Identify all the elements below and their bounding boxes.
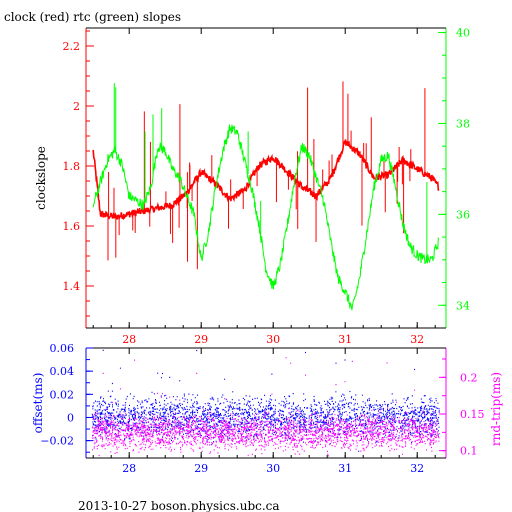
scatter-points: [91, 349, 440, 457]
bottom-x-tick-label: 29: [194, 462, 208, 475]
top-y-tick-label: 2: [73, 100, 80, 113]
top-ticks: 28 29 30 31 32 1.4 1.6 1.8 2 2.2 34 36 38 40: [63, 27, 471, 346]
top-y2-tick-label: 40: [456, 27, 470, 40]
top-x-tick-label: 29: [194, 333, 208, 346]
series-line-rtc: [92, 124, 440, 311]
bottom-ticks: 28 29 30 31 32 −0.02 0 0.02 0.04 0.06 0.1 0.15 0.2: [40, 342, 484, 475]
bottom-y2-tick-label: 0.1: [460, 445, 478, 458]
top-x-tick-label: 32: [410, 333, 424, 346]
top-x-tick-label: 30: [266, 333, 280, 346]
slopes-plot: 28 29 30 31 32 1.4 1.6 1.8 2 2.2 34 36 38 40 clockslo…: [34, 27, 470, 346]
bottom-y2-tick-label: 0.15: [460, 408, 485, 421]
top-y-tick-label: 1.8: [63, 160, 81, 173]
top-series: [92, 81, 440, 311]
bottom-x-tick-label: 28: [122, 462, 136, 475]
bottom-y-tick-label: 0.04: [50, 365, 75, 378]
top-y-tick-label: 1.4: [63, 280, 81, 293]
top-y2-tick-label: 36: [456, 208, 470, 221]
rnd-trip-axis-label: rnd-trip(ms): [489, 372, 503, 446]
top-y-tick-label: 2.2: [63, 40, 81, 53]
bottom-y-tick-label: 0: [67, 411, 74, 424]
top-x-tick-label: 28: [122, 333, 136, 346]
offset-plot: 28 29 30 31 32 −0.02 0 0.02 0.04 0.06 0.1 0.15 0.2 o…: [31, 342, 503, 475]
bottom-y-tick-label: 0.02: [50, 388, 75, 401]
offset-axis-label: offset(ms): [31, 373, 45, 434]
top-y-tick-label: 1.6: [63, 220, 81, 233]
bottom-x-tick-label: 30: [266, 462, 280, 475]
bottom-x-tick-label: 32: [410, 462, 424, 475]
bottom-y-tick-label: 0.06: [50, 342, 75, 355]
scatter-rnd-trip: [91, 357, 440, 457]
top-y-axis-label: clockslope: [34, 146, 48, 210]
bottom-y2-tick-label: 0.2: [460, 371, 478, 384]
top-y2-tick-label: 34: [456, 299, 470, 312]
bottom-x-tick-label: 31: [338, 462, 352, 475]
top-x-tick-label: 31: [338, 333, 352, 346]
bottom-y-tick-label: −0.02: [40, 435, 74, 448]
top-y2-tick-label: 38: [456, 117, 470, 130]
scatter-offset: [91, 349, 440, 452]
chart-title: clock (red) rtc (green) slopes: [4, 10, 181, 24]
footer-label: 2013-10-27 boson.physics.ubc.ca: [78, 499, 280, 512]
